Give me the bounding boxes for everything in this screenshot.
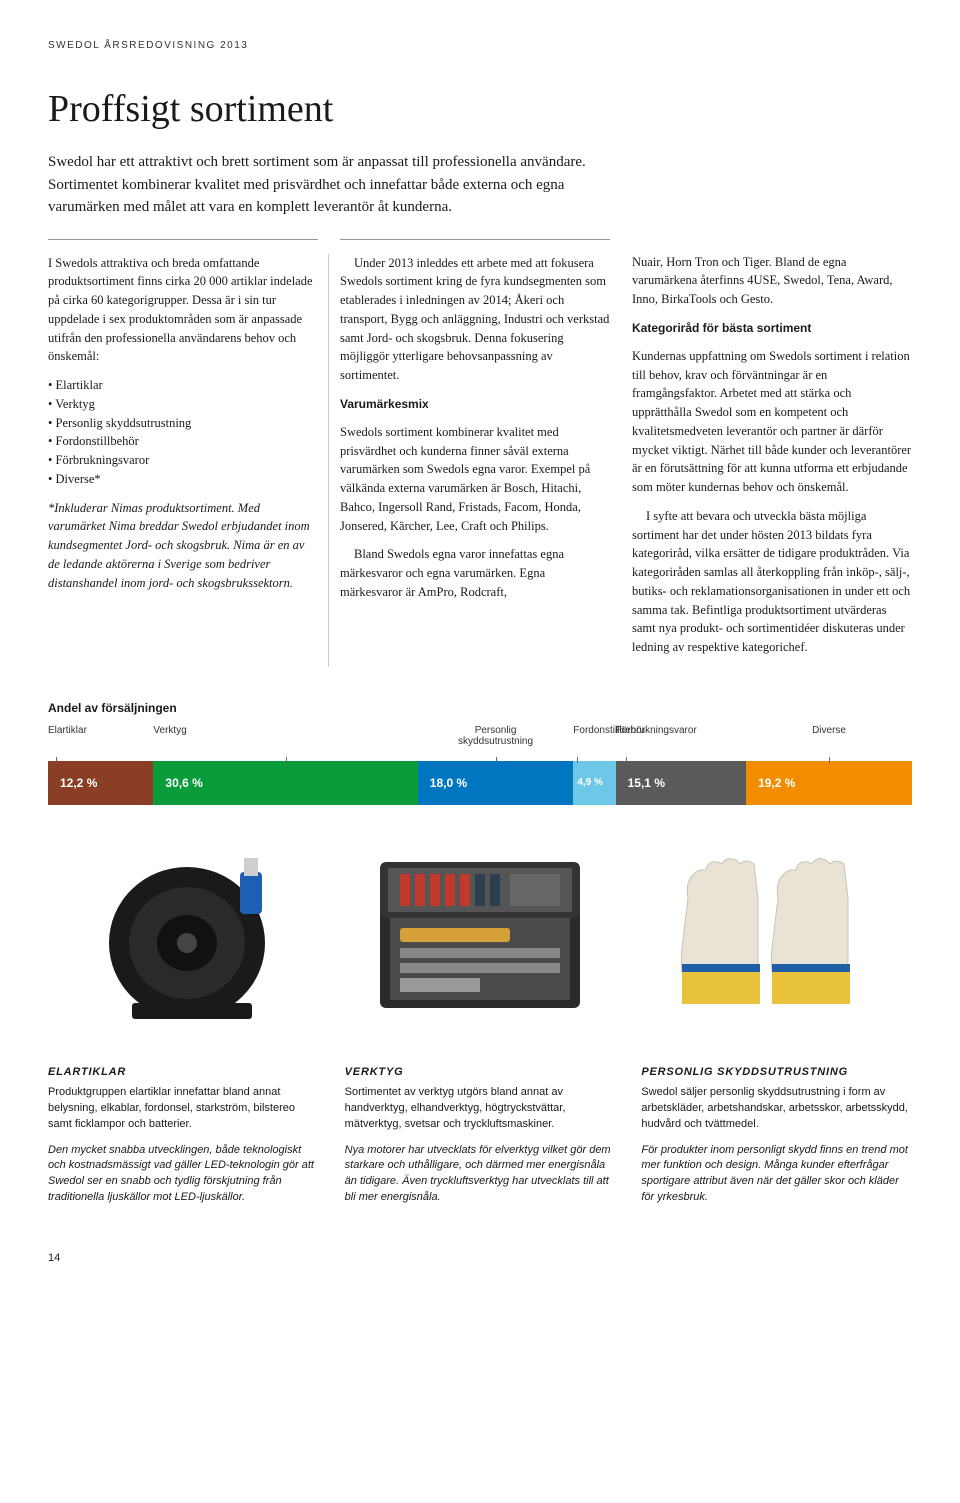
- body-column-3: Nuair, Horn Tron och Tiger. Bland de egn…: [632, 239, 912, 667]
- chart-title: Andel av försäljningen: [48, 701, 912, 715]
- list-item: Diverse*: [48, 470, 318, 489]
- product-images-row: [48, 833, 912, 1043]
- chart-segment: 30,6 %: [153, 761, 417, 805]
- page-number: 14: [48, 1252, 912, 1264]
- bottom-columns: ELARTIKLAR Produktgruppen elartiklar inn…: [48, 1065, 912, 1217]
- body-column-2: Under 2013 inleddes ett arbete med att f…: [340, 239, 610, 667]
- list-item: Elartiklar: [48, 376, 318, 395]
- col3-p1: Nuair, Horn Tron och Tiger. Bland de egn…: [632, 253, 912, 309]
- product-category-list: Elartiklar Verktyg Personlig skyddsutrus…: [48, 376, 318, 489]
- col3-p2: Kundernas uppfattning om Swedols sortime…: [632, 347, 912, 497]
- col2-heading: Varumärkesmix: [340, 395, 610, 413]
- chart-label: Förbrukningsvaror: [616, 725, 746, 755]
- bottom-col-elartiklar: ELARTIKLAR Produktgruppen elartiklar inn…: [48, 1065, 319, 1217]
- chart-segment: 12,2 %: [48, 761, 153, 805]
- col1-footnote: *Inkluderar Nimas produktsortiment. Med …: [48, 499, 318, 593]
- bcol-p2: Nya motorer har utvecklats för elverktyg…: [345, 1143, 616, 1207]
- document-header: SWEDOL ÅRSREDOVISNING 2013: [48, 40, 912, 51]
- col2-p2: Swedols sortiment kombinerar kvalitet me…: [340, 423, 610, 536]
- col2-p3: Bland Swedols egna varor innefattas egna…: [340, 545, 610, 601]
- bcol-p1: Swedol säljer personlig skyddsutrustning…: [641, 1085, 912, 1133]
- list-item: Fordonstillbehör: [48, 432, 318, 451]
- chart-label: Verktyg: [153, 725, 417, 755]
- chart-segment: 18,0 %: [418, 761, 574, 805]
- col3-p3: I syfte att bevara och utveckla bästa mö…: [632, 507, 912, 657]
- bcol-p2: För produkter inom personligt skydd finn…: [641, 1143, 912, 1207]
- bcol-title: PERSONLIG SKYDDSUTRUSTNING: [641, 1065, 912, 1081]
- bottom-col-verktyg: VERKTYG Sortimentet av verktyg utgörs bl…: [345, 1065, 616, 1217]
- work-gloves-image: [648, 843, 888, 1033]
- bcol-p2: Den mycket snabba utvecklingen, både tek…: [48, 1143, 319, 1207]
- col3-heading: Kategoriråd för bästa sortiment: [632, 319, 912, 337]
- chart-label: Personlig skyddsutrustning: [418, 725, 574, 755]
- list-item: Personlig skyddsutrustning: [48, 414, 318, 433]
- bcol-title: VERKTYG: [345, 1065, 616, 1081]
- cable-reel-image: [72, 843, 312, 1033]
- body-column-1: I Swedols attraktiva och breda omfattand…: [48, 239, 318, 667]
- col1-p1: I Swedols attraktiva och breda omfattand…: [48, 254, 318, 367]
- chart-label: Diverse: [746, 725, 912, 755]
- chart-label: Elartiklar: [48, 725, 153, 755]
- col2-p1: Under 2013 inleddes ett arbete med att f…: [340, 254, 610, 385]
- bottom-col-skydd: PERSONLIG SKYDDSUTRUSTNING Swedol säljer…: [641, 1065, 912, 1217]
- intro-text: Swedol har ett attraktivt och brett sort…: [48, 151, 608, 219]
- chart-segment: 4,9 %: [573, 761, 615, 805]
- bcol-p1: Sortimentet av verktyg utgörs bland anna…: [345, 1085, 616, 1133]
- list-item: Verktyg: [48, 395, 318, 414]
- list-item: Förbrukningsvaror: [48, 451, 318, 470]
- chart-segment: 15,1 %: [616, 761, 746, 805]
- bcol-title: ELARTIKLAR: [48, 1065, 319, 1081]
- bcol-p1: Produktgruppen elartiklar innefattar bla…: [48, 1085, 319, 1133]
- toolbox-image: [360, 843, 600, 1033]
- chart-segment: 19,2 %: [746, 761, 912, 805]
- chart-label: Fordonstillbehör: [573, 725, 615, 755]
- page-title: Proffsigt sortiment: [48, 87, 912, 131]
- sales-share-chart: Andel av försäljningen ElartiklarVerktyg…: [48, 701, 912, 805]
